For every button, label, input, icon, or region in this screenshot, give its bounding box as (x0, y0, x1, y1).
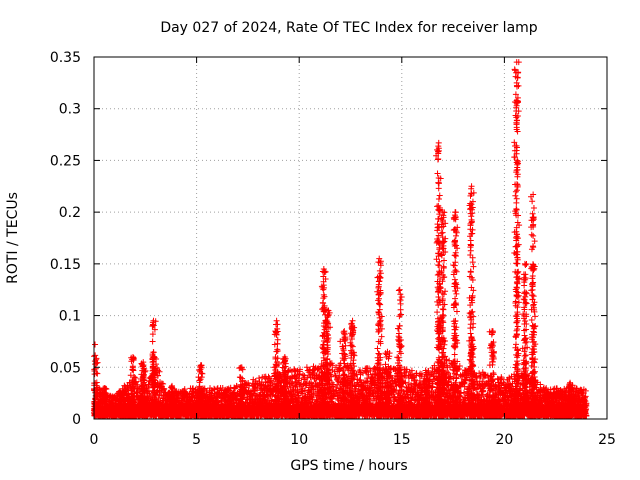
data-point (175, 393, 182, 400)
data-point (156, 368, 163, 375)
data-points (91, 59, 590, 419)
data-point (132, 374, 139, 381)
chart-title: Day 027 of 2024, Rate Of TEC Index for r… (160, 20, 537, 36)
data-point (160, 380, 167, 387)
data-point (181, 386, 188, 393)
